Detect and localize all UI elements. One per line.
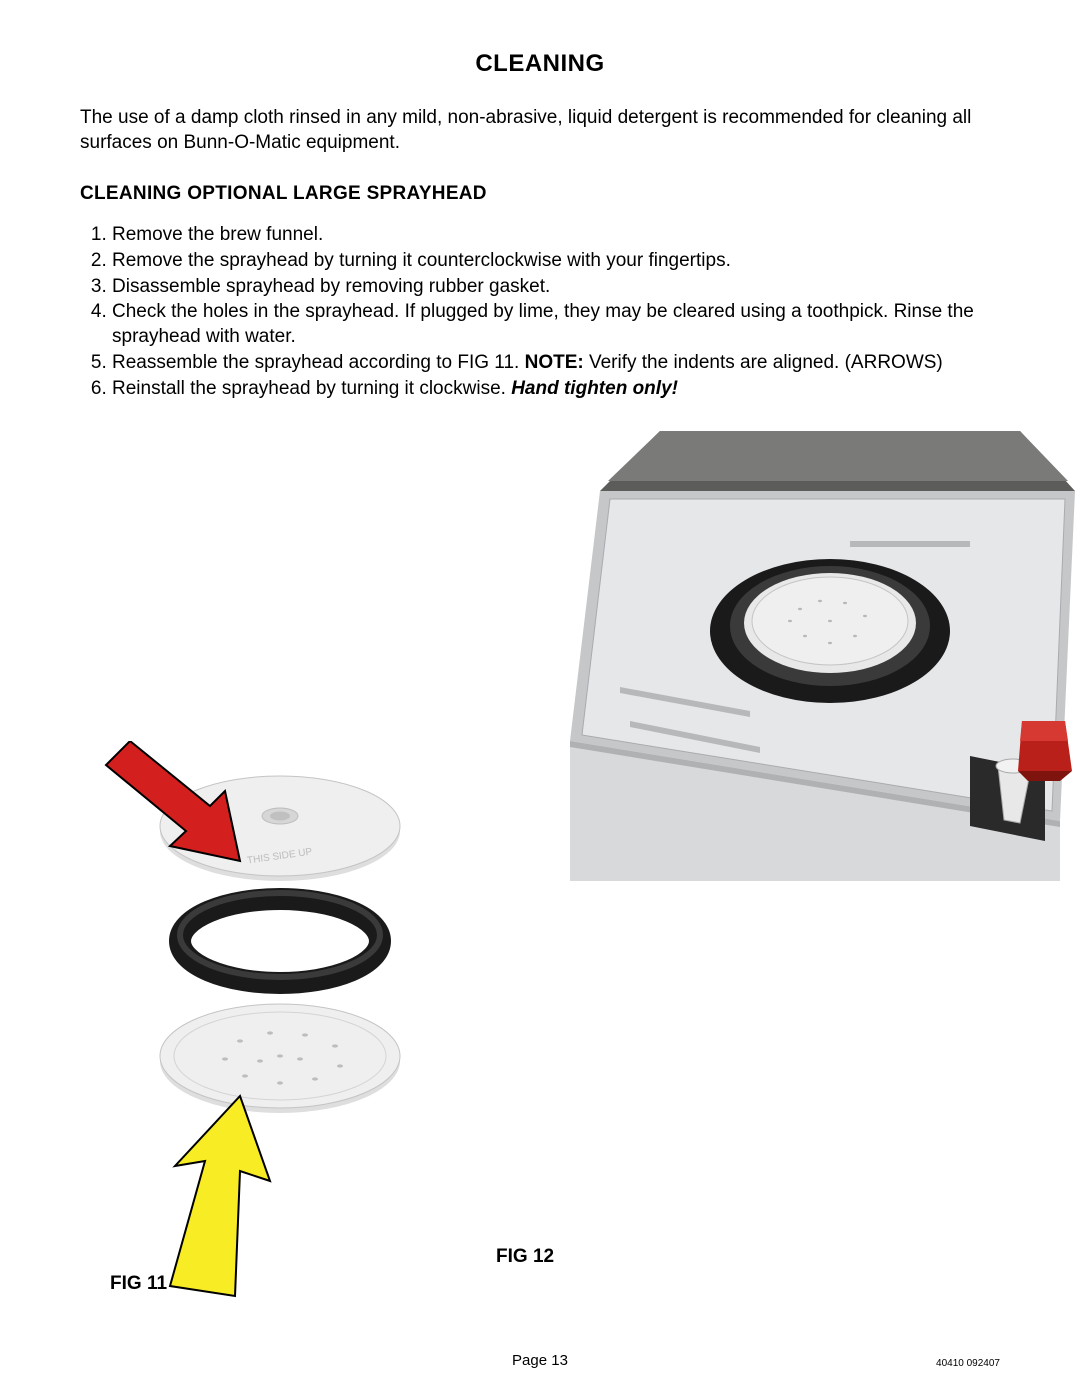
yellow-arrow-icon <box>170 1096 270 1296</box>
step-6: Reinstall the sprayhead by turning it cl… <box>112 377 1000 402</box>
step-5-note: NOTE: <box>525 352 584 373</box>
step-2: Remove the sprayhead by turning it count… <box>112 249 1000 274</box>
steps-list: Remove the brew funnel. Remove the spray… <box>80 223 1000 401</box>
fig11-illustration: THIS SIDE UP <box>90 741 450 1301</box>
step-5b: Verify the indents are aligned. (ARROWS) <box>584 352 943 373</box>
step-1: Remove the brew funnel. <box>112 223 1000 248</box>
step-6b: Hand tighten only! <box>511 378 678 399</box>
fig12-illustration <box>500 421 1080 881</box>
step-5a: Reassemble the sprayhead according to FI… <box>112 352 525 373</box>
fig12-label: FIG 12 <box>496 1246 554 1268</box>
document-id: 40410 092407 <box>936 1358 1000 1369</box>
step-5: Reassemble the sprayhead according to FI… <box>112 351 1000 376</box>
page-title: CLEANING <box>80 50 1000 78</box>
fig11-label: FIG 11 <box>110 1273 167 1295</box>
step-4: Check the holes in the sprayhead. If plu… <box>112 300 1000 349</box>
page-number: Page 13 <box>0 1352 1080 1369</box>
step-6a: Reinstall the sprayhead by turning it cl… <box>112 378 511 399</box>
footer: Page 13 40410 092407 <box>0 1352 1080 1369</box>
red-arrow-icon <box>106 741 240 861</box>
step-3: Disassemble sprayhead by removing rubber… <box>112 275 1000 300</box>
intro-paragraph: The use of a damp cloth rinsed in any mi… <box>80 106 1000 155</box>
figures-area: THIS SIDE UP FIG 12 FIG 11 <box>80 421 1000 1201</box>
section-heading: CLEANING OPTIONAL LARGE SPRAYHEAD <box>80 183 1000 205</box>
